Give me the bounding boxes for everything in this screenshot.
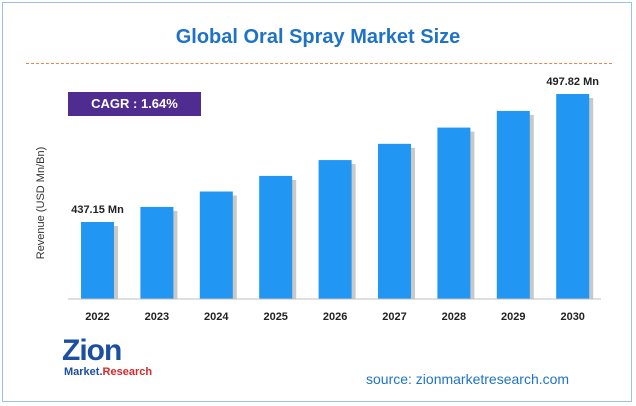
logo-sub-right: Research bbox=[102, 366, 153, 378]
y-axis-label: Revenue (USD Mn/Bn) bbox=[35, 147, 47, 260]
data-label-2022: 437.15 Mn bbox=[71, 204, 124, 216]
bar-2027 bbox=[378, 143, 411, 299]
source-text: source: zionmarketresearch.com bbox=[366, 371, 570, 387]
bar-2023 bbox=[140, 206, 174, 299]
logo-sub-left: Market. bbox=[64, 366, 103, 378]
bar-2024 bbox=[199, 191, 233, 299]
x-tick-2026: 2026 bbox=[323, 311, 347, 323]
chart-title: Global Oral Spray Market Size bbox=[175, 26, 461, 48]
bars-layer bbox=[81, 94, 594, 300]
zion-logo: Zion Market.Research bbox=[62, 336, 172, 382]
title-divider bbox=[26, 63, 612, 64]
x-tick-labels: 2022 2023 2024 2025 2026 2027 2028 2029 2030 bbox=[85, 311, 585, 323]
cagr-badge: CAGR : 1.64% bbox=[68, 92, 201, 116]
x-tick-2030: 2030 bbox=[560, 311, 584, 323]
bar-2028 bbox=[437, 127, 471, 299]
bar-2022 bbox=[81, 222, 114, 299]
bar-2030 bbox=[556, 94, 590, 299]
x-tick-2022: 2022 bbox=[85, 311, 109, 323]
logo-subtitle: Market.Research bbox=[64, 366, 152, 378]
x-tick-2028: 2028 bbox=[442, 311, 466, 323]
data-labels: 437.15 Mn 497.82 Mn bbox=[71, 76, 599, 216]
x-tick-2027: 2027 bbox=[382, 311, 406, 323]
x-tick-2024: 2024 bbox=[204, 311, 229, 323]
data-label-2030: 497.82 Mn bbox=[546, 76, 599, 88]
logo-wordmark: Zion bbox=[62, 334, 122, 367]
x-tick-2029: 2029 bbox=[501, 311, 525, 323]
x-tick-2023: 2023 bbox=[145, 311, 169, 323]
x-tick-2025: 2025 bbox=[263, 311, 287, 323]
bar-2029 bbox=[496, 110, 530, 300]
bar-2025 bbox=[259, 175, 293, 299]
bar-2026 bbox=[318, 160, 352, 299]
